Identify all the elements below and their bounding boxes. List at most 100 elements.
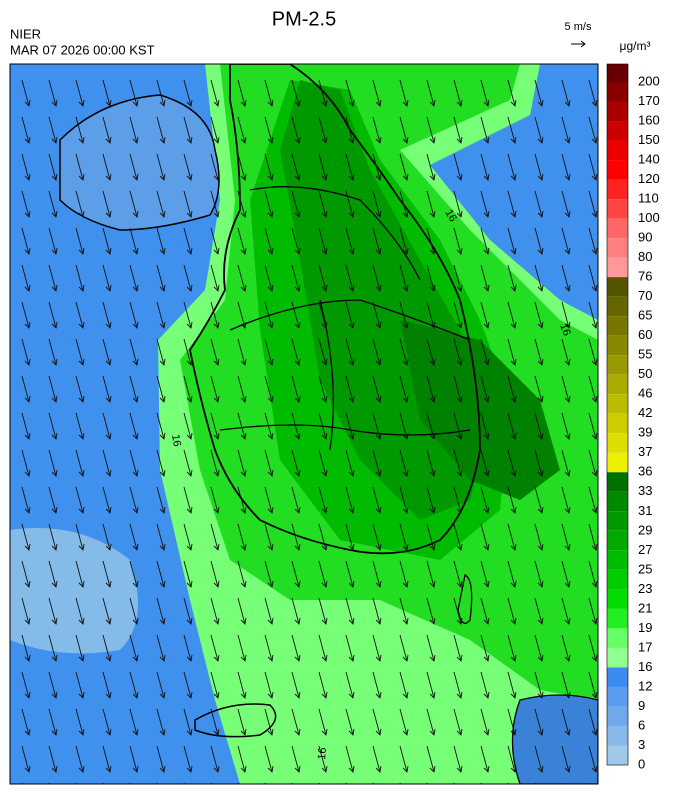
wind-arrow (345, 190, 354, 218)
wind-arrow (372, 227, 381, 255)
wind-arrow (21, 153, 30, 181)
map: 16 16 16 16 (10, 64, 598, 784)
wind-arrow (453, 79, 462, 107)
wind-arrow-head (456, 765, 463, 773)
wind-arrow (75, 301, 84, 329)
wind-arrow (318, 449, 327, 477)
wind-arrow (399, 264, 408, 292)
wind-arrow (210, 301, 219, 329)
wind-arrow-head (267, 432, 274, 440)
wind-arrow-head (348, 432, 355, 440)
wind-arrow-head (159, 136, 166, 144)
wind-arrow (102, 486, 111, 514)
wind-arrow-head (186, 136, 193, 144)
wind-arrow-head (348, 543, 355, 551)
wind-arrow (102, 375, 111, 403)
wind-arrow-head (483, 728, 490, 736)
wind-arrow (75, 116, 84, 144)
wind-arrow-head (267, 395, 274, 403)
wind-arrow (588, 745, 597, 773)
wind-arrow (102, 264, 111, 292)
wind-arrow-head (564, 358, 571, 366)
wind-arrow (372, 264, 381, 292)
wind-arrow-head (105, 210, 112, 218)
wind-arrow (21, 227, 30, 255)
wind-arrow (507, 153, 516, 181)
wind-arrow-head (348, 691, 355, 699)
wind-arrow (345, 375, 354, 403)
wind-arrow-head (564, 469, 571, 477)
wind-arrow-head (429, 247, 436, 255)
wind-arrow (210, 671, 219, 699)
wind-arrow (534, 782, 536, 784)
wind-arrow-head (159, 358, 166, 366)
colorbar-label: 160 (638, 112, 660, 127)
colorbar-label: 27 (638, 542, 652, 557)
wind-arrow-head (375, 395, 382, 403)
wind-arrow-head (456, 358, 463, 366)
wind-arrow-head (483, 654, 490, 662)
wind-arrow (48, 597, 57, 625)
wind-arrow (210, 486, 219, 514)
wind-arrow (399, 153, 408, 181)
colorbar-swatch (607, 491, 628, 512)
colorbar-swatch (607, 101, 628, 122)
wind-arrow-head (429, 395, 436, 403)
wind-arrow (75, 782, 77, 784)
wind-arrow (588, 116, 597, 144)
wind-arrow (480, 634, 489, 662)
wind-arrow-head (375, 654, 382, 662)
wind-arrow (183, 116, 192, 144)
wind-arrow-head (78, 136, 85, 144)
wind-arrow (534, 227, 543, 255)
wind-arrow-head (510, 580, 517, 588)
wind-arrow (561, 227, 570, 255)
wind-arrow (345, 523, 354, 551)
wind-reference-label: 5 m/s (565, 21, 592, 33)
wind-arrow-head (483, 99, 490, 107)
colorbar-swatch (607, 160, 628, 180)
wind-arrow (507, 79, 516, 107)
wind-arrow (453, 671, 462, 699)
wind-arrow-head (537, 136, 544, 144)
wind-arrow-head (591, 99, 598, 107)
wind-arrow (21, 708, 30, 736)
wind-arrow-head (105, 728, 112, 736)
wind-reference-head (580, 40, 586, 48)
wind-arrow (102, 79, 111, 107)
wind-arrow (561, 79, 570, 107)
wind-arrow-head (240, 173, 247, 181)
wind-arrow (291, 782, 293, 784)
wind-arrow-head (591, 543, 598, 551)
wind-arrow (21, 671, 30, 699)
wind-arrow (399, 412, 408, 440)
wind-arrow (21, 190, 30, 218)
wind-arrow (534, 338, 543, 366)
wind-arrow-head (294, 506, 301, 514)
wind-arrow-head (591, 654, 598, 662)
wind-arrow (345, 338, 354, 366)
wind-arrow (561, 375, 570, 403)
wind-arrow-head (537, 432, 544, 440)
wind-arrow-head (186, 173, 193, 181)
wind-arrow-head (240, 469, 247, 477)
wind-arrow-head (240, 136, 247, 144)
wind-arrow (75, 264, 84, 292)
wind-arrow-head (213, 543, 220, 551)
wind-arrow-head (78, 358, 85, 366)
wind-arrow (264, 634, 273, 662)
wind-arrow (399, 486, 408, 514)
wind-arrow (588, 708, 597, 736)
wind-arrow-head (213, 654, 220, 662)
wind-arrow (318, 153, 327, 181)
wind-arrow (129, 375, 138, 403)
wind-arrow (156, 227, 165, 255)
wind-arrow-head (294, 654, 301, 662)
wind-arrow-head (240, 654, 247, 662)
wind-arrow-head (294, 136, 301, 144)
wind-arrow-head (240, 284, 247, 292)
wind-arrow-head (213, 691, 220, 699)
wind-arrow (399, 523, 408, 551)
wind-arrow (210, 190, 219, 218)
wind-arrow-head (483, 284, 490, 292)
